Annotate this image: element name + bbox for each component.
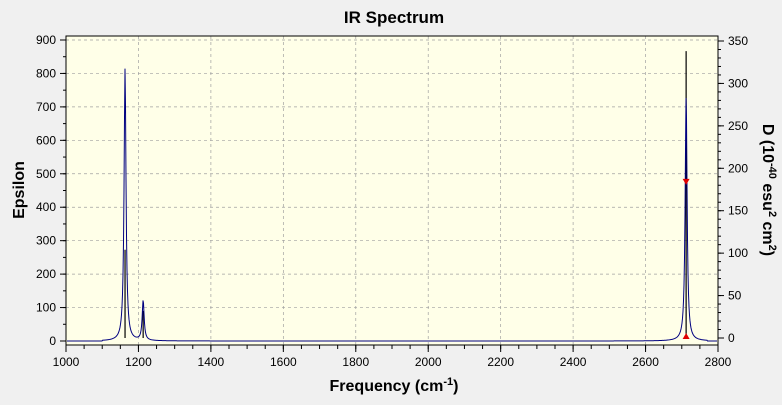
x-tick-label: 1200: [125, 355, 152, 369]
y2-tick-label: 50: [728, 289, 742, 303]
spectrum-line: [67, 68, 717, 342]
peak-marker: [682, 333, 690, 339]
y-tick-label: 600: [36, 133, 56, 147]
y-tick-label: 800: [36, 66, 56, 80]
y2-axis-ticks: 0 50 100 150 200 250 300 350: [718, 34, 748, 345]
peak-marker: [682, 178, 690, 185]
x-tick-label: 2000: [415, 355, 442, 369]
y-tick-label: 400: [36, 200, 56, 214]
y-tick-label: 900: [36, 33, 56, 47]
y-tick-label: 700: [36, 100, 56, 114]
y2-tick-label: 150: [728, 204, 748, 218]
y-tick-label: 500: [36, 167, 56, 181]
x-axis-title: Frequency (cm-1): [330, 376, 459, 395]
y2-tick-label: 0: [728, 331, 735, 345]
series-layer: [67, 51, 717, 342]
chart-title: IR Spectrum: [344, 8, 444, 27]
plot-frame: [65, 35, 719, 346]
x-tick-label: 1600: [270, 355, 297, 369]
y2-tick-label: 350: [728, 34, 748, 48]
y-tick-label: 100: [36, 301, 56, 315]
y2-tick-label: 200: [728, 161, 748, 175]
y-tick-label: 0: [49, 334, 56, 348]
marker-layer: [682, 178, 690, 339]
x-tick-label: 2600: [632, 355, 659, 369]
x-tick-label: 2800: [705, 355, 732, 369]
x-axis-ticks: 1000 1200 1400 1600 1800 2000 2200 2400 2600 2800: [53, 345, 732, 369]
y-tick-label: 300: [36, 234, 56, 248]
grid-lines: [66, 36, 718, 345]
y2-tick-label: 250: [728, 119, 748, 133]
y-tick-label: 200: [36, 267, 56, 281]
y2-tick-label: 300: [728, 76, 748, 90]
y-axis-title: Epsilon: [11, 161, 28, 219]
plot-area: [66, 36, 718, 345]
x-tick-label: 2200: [487, 355, 514, 369]
y2-tick-label: 100: [728, 246, 748, 260]
y-axis-ticks: 0 100 200 300 400 500 600 700 800 900: [36, 33, 66, 348]
x-tick-label: 1000: [53, 355, 80, 369]
x-tick-label: 2400: [560, 355, 587, 369]
x-tick-label: 1400: [198, 355, 225, 369]
y2-axis-title: D (10-40 esu2 cm2): [759, 124, 778, 256]
x-tick-label: 1800: [342, 355, 369, 369]
